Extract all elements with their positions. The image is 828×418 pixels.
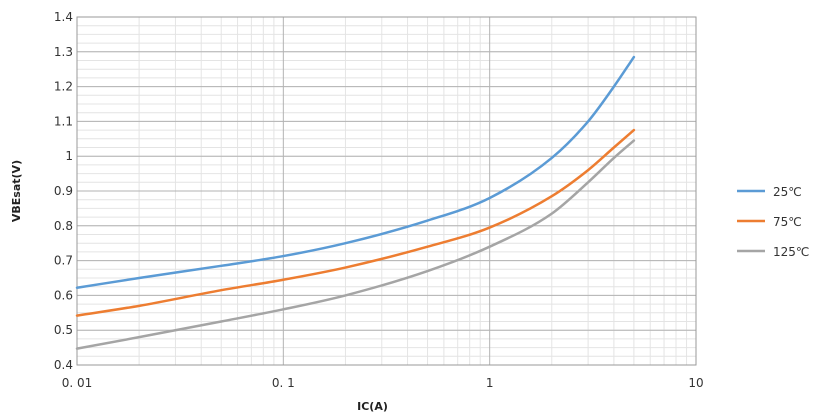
y-tick-label: 1.3 xyxy=(54,45,73,59)
plot-area-frame xyxy=(76,16,697,366)
x-tick-label: 0. 01 xyxy=(62,376,93,390)
y-tick-labels: 0.4 0.5 0.6 0.7 0.8 0.9 1 1.1 1.2 1.3 1.4 xyxy=(54,10,73,372)
series-line-3 xyxy=(75,139,636,350)
x-axis-title: IC(A) xyxy=(357,400,388,413)
legend-label: 25℃ xyxy=(773,185,802,199)
y-tick-label: 0.6 xyxy=(54,288,73,302)
y-tick-label: 0.5 xyxy=(54,323,73,337)
legend-label: 125℃ xyxy=(773,245,809,259)
series-layer xyxy=(75,55,636,350)
x-tick-labels: 0. 01 0. 1 1 10 xyxy=(62,376,704,390)
x-tick-label: 10 xyxy=(688,376,703,390)
y-tick-label: 1.2 xyxy=(54,80,73,94)
series-line-1 xyxy=(75,55,636,289)
legend-label: 75℃ xyxy=(773,215,802,229)
y-tick-label: 1 xyxy=(65,149,73,163)
x-tick-label: 0. 1 xyxy=(272,376,295,390)
y-tick-label: 1.4 xyxy=(54,10,73,24)
series-line-2 xyxy=(75,128,636,317)
y-axis-title: VBEsat(V) xyxy=(10,160,23,222)
y-tick-label: 0.9 xyxy=(54,184,73,198)
y-tick-label: 0.8 xyxy=(54,219,73,233)
y-tick-label: 0.7 xyxy=(54,254,73,268)
legend: 25℃ 75℃ 125℃ xyxy=(737,185,809,259)
y-tick-label: 1.1 xyxy=(54,114,73,128)
x-tick-label: 1 xyxy=(486,376,494,390)
y-tick-label: 0.4 xyxy=(54,358,73,372)
